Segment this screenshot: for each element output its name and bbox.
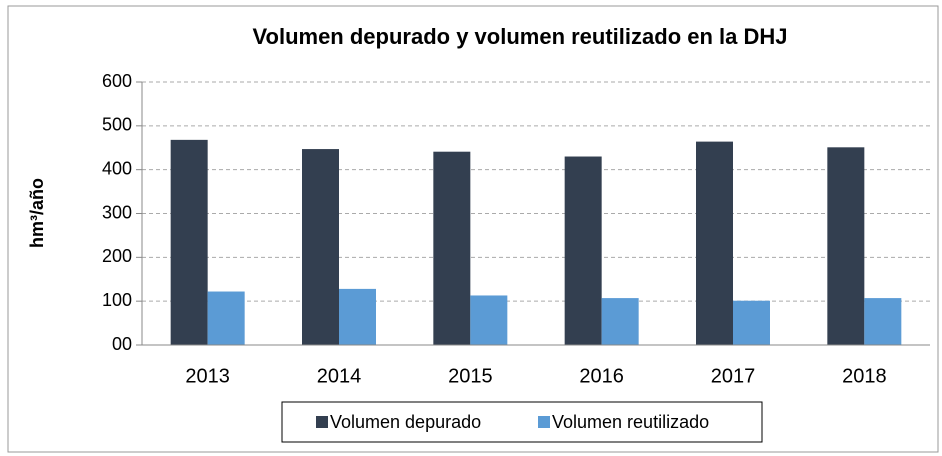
y-tick-label: 100 [102, 290, 132, 310]
legend-swatch [316, 416, 328, 428]
legend-swatch [538, 416, 550, 428]
x-tick-label: 2013 [185, 365, 230, 387]
y-tick-label: 600 [102, 71, 132, 91]
legend-box [281, 401, 763, 443]
y-tick-label: 500 [102, 115, 132, 135]
y-tick-label: 200 [102, 246, 132, 266]
bar [564, 156, 602, 345]
x-tick-label: 2017 [711, 365, 756, 387]
legend-label: Volumen depurado [330, 412, 481, 432]
x-tick-label: 2015 [448, 365, 493, 387]
bar [302, 149, 339, 345]
bar [733, 300, 770, 345]
bar [170, 139, 208, 345]
y-tick-label: 300 [102, 202, 132, 222]
chart-title: Volumen depurado y volumen reutilizado e… [252, 24, 787, 49]
x-tick-label: 2014 [317, 365, 362, 387]
bar [601, 298, 639, 345]
x-tick-label: 2016 [579, 365, 624, 387]
y-tick-label: 400 [102, 158, 132, 178]
bar [696, 141, 733, 345]
bar [827, 147, 865, 345]
y-tick-label: 00 [112, 334, 132, 354]
bar [470, 295, 508, 345]
bar [433, 151, 471, 345]
y-axis-label: hm³/año [27, 178, 47, 248]
legend-label: Volumen reutilizado [552, 412, 709, 432]
chart-frame [7, 5, 939, 453]
bar [339, 288, 376, 345]
bar [207, 291, 245, 345]
x-tick-label: 2018 [842, 365, 887, 387]
bar [864, 298, 902, 345]
